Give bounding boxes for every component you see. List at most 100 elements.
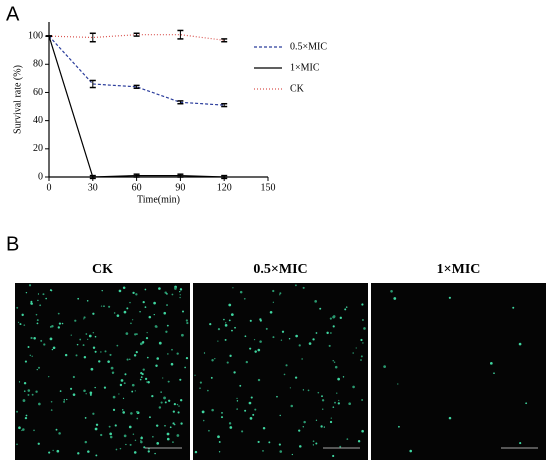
y-axis-label: Survival rate (%) [12, 65, 23, 134]
y-tick-label: 60 [33, 87, 43, 98]
cell-dot [43, 343, 46, 346]
cell-dot [184, 366, 186, 369]
cell-dot [243, 297, 246, 300]
cell-dot [229, 426, 233, 429]
cell-dot [154, 452, 156, 455]
cell-dot [172, 441, 174, 444]
cell-dot [383, 365, 386, 369]
cell-dot [164, 291, 167, 294]
cell-dot [334, 401, 336, 404]
cell-dot [301, 358, 303, 360]
cell-dot [160, 401, 163, 404]
cell-dot [119, 447, 122, 450]
cell-dot [172, 410, 175, 413]
cell-dot [135, 293, 138, 296]
cell-dot [194, 374, 196, 376]
cell-dot [86, 300, 89, 302]
cell-dot [152, 436, 154, 438]
cell-dot [115, 448, 118, 451]
cell-dot [332, 360, 334, 362]
cell-dot [92, 331, 95, 334]
cell-dot [228, 319, 231, 322]
cell-dot [109, 435, 113, 439]
cell-dot [113, 312, 116, 314]
x-tick-label: 60 [132, 182, 142, 193]
cell-dot [279, 292, 282, 295]
cell-dot [202, 419, 205, 422]
cell-dot [172, 422, 175, 425]
x-tick-label: 120 [217, 182, 232, 193]
cell-dot [58, 432, 61, 435]
cell-dot [133, 451, 137, 454]
cell-dot [139, 378, 142, 381]
cell-dot [166, 432, 170, 436]
cell-dot [89, 391, 93, 395]
cell-dot [27, 389, 31, 392]
cell-dot [342, 376, 345, 378]
cell-dot [393, 297, 397, 300]
image-title: 0.5×MIC [253, 262, 307, 277]
cell-dot [360, 338, 363, 342]
cell-dot [332, 406, 335, 408]
cell-dot [338, 399, 340, 402]
cell-dot [103, 386, 107, 389]
cell-dot [179, 378, 182, 381]
cell-dot [143, 446, 146, 449]
cell-dot [315, 332, 318, 334]
cell-dot [223, 318, 225, 321]
cell-dot [290, 404, 294, 408]
cell-dot [360, 355, 363, 358]
cell-dot [164, 424, 166, 427]
cell-dot [139, 311, 141, 313]
cell-dot [50, 409, 53, 411]
cell-dot [302, 389, 305, 391]
cell-dot [329, 317, 332, 320]
cell-dot [139, 342, 143, 346]
error-bar [89, 79, 96, 89]
cell-dot [144, 306, 147, 309]
legend-label: 0.5×MIC [290, 41, 327, 52]
cell-dot [21, 313, 24, 317]
cell-dot [332, 315, 336, 319]
cell-dot [122, 411, 126, 414]
cell-dot [135, 351, 138, 354]
cell-dot [207, 389, 209, 392]
cell-dot [100, 305, 103, 307]
cell-dot [130, 322, 132, 325]
cell-dot [18, 426, 21, 430]
cell-dot [95, 423, 99, 426]
cell-dot [45, 297, 47, 300]
image-title: 1×MIC [437, 262, 481, 277]
cell-dot [83, 318, 85, 320]
cell-dot [239, 290, 243, 294]
cell-dot [326, 331, 329, 335]
cell-dot [234, 326, 236, 329]
cell-dot [224, 324, 228, 327]
cell-dot [66, 398, 68, 401]
cell-dot [337, 377, 340, 381]
cell-dot [276, 395, 278, 398]
cell-dot [87, 338, 89, 341]
cell-dot [209, 323, 212, 326]
cell-dot [19, 323, 22, 326]
cell-dot [109, 353, 112, 357]
cell-dot [265, 327, 268, 330]
cell-dot [147, 450, 150, 453]
cell-dot [229, 354, 232, 357]
cell-dot [75, 354, 78, 357]
cell-dot [512, 306, 515, 309]
cell-dot [181, 310, 185, 313]
cell-dot [95, 454, 98, 457]
cell-dot [87, 450, 90, 453]
cell-dot [107, 360, 110, 363]
cell-dot [214, 358, 216, 360]
cell-dot [155, 424, 159, 427]
cell-dot [111, 371, 115, 374]
cell-dot [153, 313, 155, 316]
cell-dot [148, 416, 151, 419]
cell-dot [33, 429, 35, 432]
cell-dot [332, 325, 335, 328]
cell-dot [211, 408, 214, 412]
cell-dot [64, 353, 68, 357]
